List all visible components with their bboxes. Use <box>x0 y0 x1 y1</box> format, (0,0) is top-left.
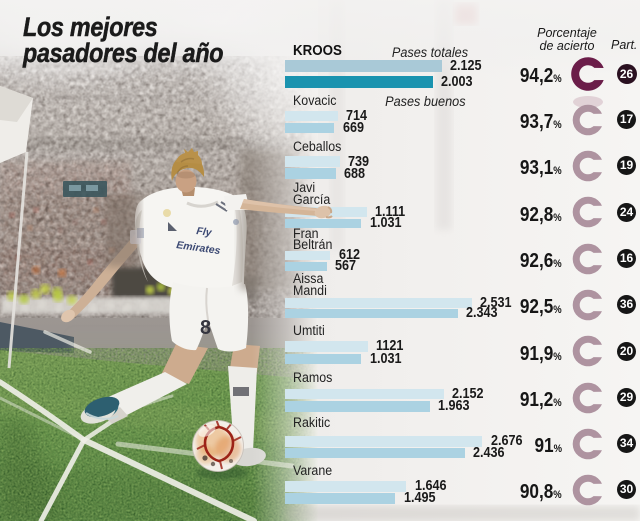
svg-text:Fly: Fly <box>196 225 214 239</box>
svg-text:8: 8 <box>200 317 211 339</box>
